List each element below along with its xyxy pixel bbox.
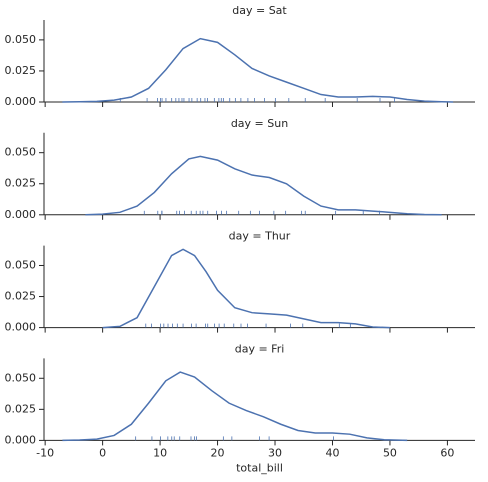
x-axis-label: total_bill	[236, 461, 283, 474]
x-tick-label: 50	[383, 446, 397, 459]
y-tick-label: 0.050	[5, 146, 37, 159]
y-tick-label: 0.000	[5, 433, 37, 446]
y-tick-label: 0.050	[5, 371, 37, 384]
kde-line	[85, 155, 442, 216]
x-tick-label: 40	[325, 446, 339, 459]
x-tick-label: 60	[440, 446, 454, 459]
y-tick-label: 0.000	[5, 321, 37, 334]
x-tick-label: 0	[99, 446, 106, 459]
x-tick-label: 20	[211, 446, 225, 459]
panel-title: day = Sat	[232, 4, 287, 17]
y-tick-label: 0.025	[5, 64, 37, 77]
y-tick-label: 0.000	[5, 95, 37, 108]
y-tick-label: 0.025	[5, 290, 37, 303]
kde-line	[62, 37, 454, 103]
x-tick-label: 10	[153, 446, 167, 459]
y-tick-label: 0.000	[5, 208, 37, 221]
x-tick-label: -10	[36, 446, 54, 459]
y-tick-label: 0.025	[5, 402, 37, 415]
kde-line	[62, 371, 408, 442]
y-tick-label: 0.050	[5, 33, 37, 46]
panel-title: day = Fri	[235, 342, 285, 355]
y-tick-label: 0.025	[5, 177, 37, 190]
x-tick-label: 30	[268, 446, 282, 459]
panel-title: day = Thur	[229, 230, 291, 243]
kde-line	[102, 248, 390, 329]
y-tick-label: 0.050	[5, 258, 37, 271]
panel-title: day = Sun	[231, 117, 288, 130]
